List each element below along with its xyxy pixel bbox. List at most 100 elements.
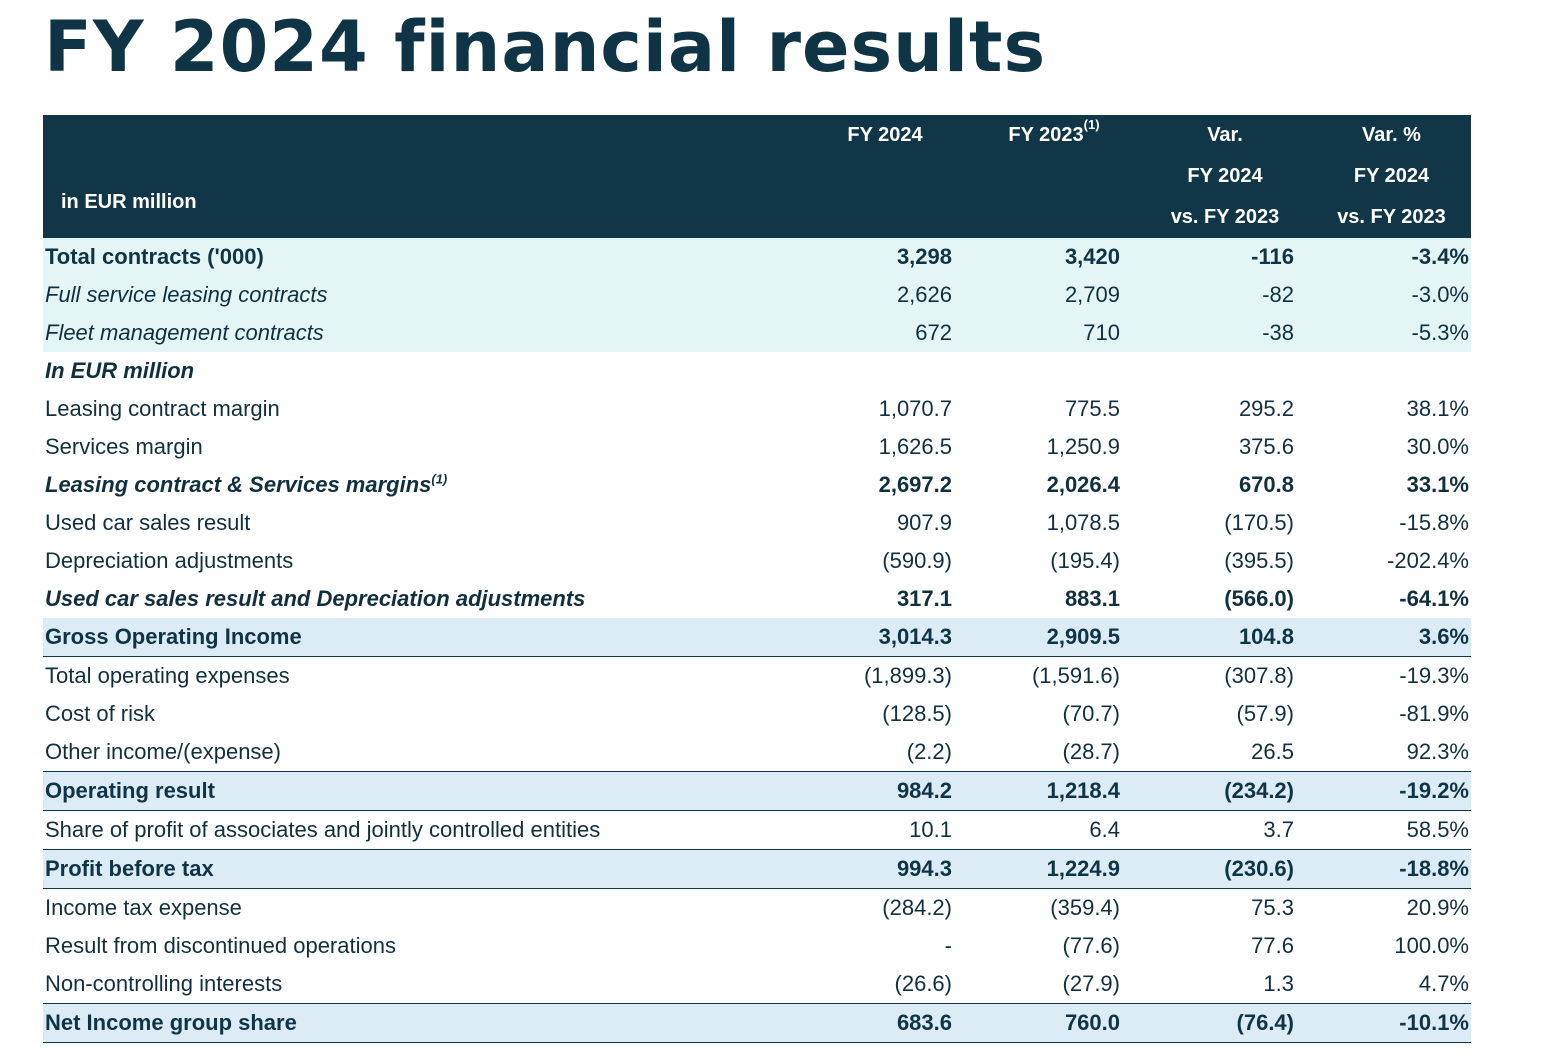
- value-var: 1.3: [1263, 971, 1294, 996]
- value-var-pct: -3.4%: [1312, 238, 1471, 276]
- row-label: Gross Operating Income: [43, 618, 800, 657]
- row-label: Total operating expenses: [43, 657, 800, 696]
- row-label-text: In EUR million: [45, 358, 195, 383]
- unit-label: in EUR million: [61, 191, 197, 213]
- value-var: (57.9): [1236, 701, 1294, 726]
- page-title: FY 2024 financial results: [44, 6, 1047, 88]
- row-label-text: Full service leasing contracts: [45, 282, 328, 307]
- table-row: Share of profit of associates and jointl…: [43, 811, 1471, 850]
- value-fy2024: (590.9): [882, 548, 952, 573]
- row-label-text: Used car sales result and Depreciation a…: [45, 586, 586, 611]
- value-var-pct: -81.9%: [1399, 701, 1469, 726]
- value-var: (170.5): [1224, 510, 1294, 535]
- value-fy2023: (28.7): [1062, 739, 1120, 764]
- value-fy2024: -: [944, 933, 952, 958]
- table-row: Other income/(expense) (2.2) (28.7) 26.5 92.…: [43, 733, 1471, 772]
- table-row: Result from discontinued operations - (77.…: [43, 927, 1471, 965]
- value-fy2024: 907.9: [896, 510, 952, 535]
- value-var: 375.6: [1238, 434, 1294, 459]
- value-var-pct: -15.8%: [1399, 510, 1469, 535]
- row-label: Used car sales result and Depreciation a…: [43, 580, 800, 618]
- row-footnote: (1): [431, 471, 448, 487]
- row-label: Used car sales result: [43, 504, 800, 542]
- col-fy2023-header: FY 2023(1): [970, 115, 1138, 238]
- financial-results-table: in EUR million FY 2024 FY 2023(1) Var. F…: [43, 115, 1471, 1043]
- table-row: Profit before tax 994.3 1,224.9 (230.6) -18.…: [43, 849, 1471, 889]
- value-fy2023: [970, 352, 1138, 390]
- value-var-pct: 92.3%: [1406, 739, 1469, 764]
- value-var-pct: -18.8%: [1312, 849, 1471, 889]
- value-fy2023: 1,224.9: [970, 849, 1138, 889]
- row-label: Services margin: [43, 428, 800, 466]
- row-label: Non-controlling interests: [43, 965, 800, 1004]
- value-fy2023: 2,709: [970, 276, 1138, 314]
- value-fy2024: (284.2): [882, 895, 952, 920]
- value-var: (234.2): [1138, 771, 1312, 811]
- value-fy2023: (195.4): [1050, 548, 1120, 573]
- value-var: 3.7: [1263, 817, 1294, 842]
- table-row: Cost of risk (128.5) (70.7) (57.9) -81.9%: [43, 695, 1471, 733]
- value-var-pct: 58.5%: [1406, 817, 1469, 842]
- col-fy2023-label: FY 2023: [1008, 124, 1084, 146]
- value-fy2024: (26.6): [894, 971, 952, 996]
- row-label-text: Cost of risk: [45, 701, 156, 726]
- value-var-pct: -64.1%: [1399, 586, 1469, 611]
- row-label-text: Total contracts ('000): [45, 244, 264, 269]
- value-fy2023: 1,078.5: [1046, 510, 1120, 535]
- value-var: 26.5: [1251, 739, 1294, 764]
- row-label-text: Net Income group share: [45, 1010, 297, 1035]
- row-label: Net Income group share: [43, 1003, 800, 1043]
- row-label: Profit before tax: [43, 849, 800, 889]
- value-var: 104.8: [1138, 618, 1312, 657]
- value-var-pct: -19.3%: [1399, 663, 1469, 688]
- row-label: Leasing contract margin: [43, 390, 800, 428]
- value-fy2023: 2,909.5: [970, 618, 1138, 657]
- row-label-text: Gross Operating Income: [45, 624, 302, 649]
- table-row: Services margin 1,626.5 1,250.9 375.6 30.0%: [43, 428, 1471, 466]
- unit-label-header: in EUR million: [43, 115, 800, 238]
- value-fy2024: (128.5): [882, 701, 952, 726]
- row-label: Fleet management contracts: [43, 314, 800, 352]
- value-fy2023: 710: [970, 314, 1138, 352]
- value-var-pct: 4.7%: [1418, 971, 1469, 996]
- row-label-text: Non-controlling interests: [45, 971, 283, 996]
- value-fy2023: (359.4): [1050, 895, 1120, 920]
- value-var-pct: 38.1%: [1406, 396, 1469, 421]
- row-label: Share of profit of associates and jointl…: [43, 811, 800, 850]
- value-var: 77.6: [1251, 933, 1294, 958]
- value-fy2024: (1,899.3): [863, 663, 952, 688]
- row-label-text: Result from discontinued operations: [45, 933, 396, 958]
- value-fy2023: 2,026.4: [1046, 472, 1120, 497]
- row-label: Result from discontinued operations: [43, 927, 800, 965]
- value-var-pct: -5.3%: [1312, 314, 1471, 352]
- value-var-pct: 100.0%: [1394, 933, 1469, 958]
- table-body: Total contracts ('000) 3,298 3,420 -116 -3.4…: [43, 238, 1471, 1043]
- value-fy2023: 760.0: [970, 1003, 1138, 1043]
- value-fy2023: 883.1: [1064, 586, 1120, 611]
- value-fy2024: 1,626.5: [878, 434, 952, 459]
- row-label-text: Other income/(expense): [45, 739, 281, 764]
- table-row: Net Income group share 683.6 760.0 (76.4) -1…: [43, 1003, 1471, 1043]
- row-label-text: Profit before tax: [45, 856, 214, 881]
- value-fy2024: 994.3: [800, 849, 970, 889]
- value-fy2024: 984.2: [800, 771, 970, 811]
- col-var-pct-line2: FY 2024: [1353, 165, 1430, 187]
- value-var: (307.8): [1224, 663, 1294, 688]
- value-var: -116: [1138, 238, 1312, 276]
- value-fy2024: 3,298: [800, 238, 970, 276]
- value-var: -38: [1138, 314, 1312, 352]
- row-label-text: Leasing contract margin: [45, 396, 280, 421]
- row-label: In EUR million: [43, 352, 800, 390]
- row-label: Total contracts ('000): [43, 238, 800, 276]
- value-var-pct: 20.9%: [1406, 895, 1469, 920]
- value-fy2024: (2.2): [906, 739, 952, 764]
- row-label: Other income/(expense): [43, 733, 800, 772]
- row-label-text: Total operating expenses: [45, 663, 290, 688]
- value-var: 670.8: [1238, 472, 1294, 497]
- value-fy2023: 6.4: [1089, 817, 1120, 842]
- table-row: Total contracts ('000) 3,298 3,420 -116 -3.4…: [43, 238, 1471, 276]
- value-fy2023: 1,250.9: [1046, 434, 1120, 459]
- value-var-pct: 30.0%: [1406, 434, 1469, 459]
- value-fy2023: (70.7): [1062, 701, 1120, 726]
- table-row: Full service leasing contracts 2,626 2,709…: [43, 276, 1471, 314]
